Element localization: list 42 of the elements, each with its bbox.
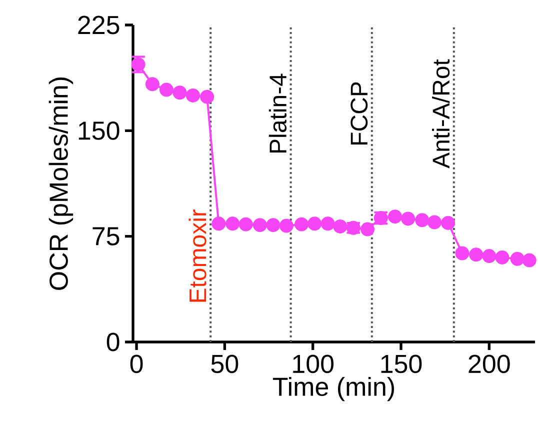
point xyxy=(510,252,524,266)
point xyxy=(522,253,536,268)
point xyxy=(308,216,322,231)
y-tick-label: 0 xyxy=(106,332,120,352)
point xyxy=(200,90,214,104)
point xyxy=(294,217,309,232)
point xyxy=(360,222,375,236)
point xyxy=(441,216,456,230)
point xyxy=(279,218,294,233)
point xyxy=(469,248,484,262)
y-axis-title: OCR (pMoles/min) xyxy=(48,78,74,290)
ref-line-label: Platin-4 xyxy=(268,74,287,152)
point xyxy=(482,249,496,264)
point xyxy=(226,216,240,231)
point xyxy=(145,77,160,92)
x-tick-label: 100 xyxy=(293,354,334,374)
x-tick-label: 200 xyxy=(468,354,510,374)
ref-line-label: FCCP xyxy=(350,82,368,144)
ref-line-label: Anti-A/Rot xyxy=(432,59,450,168)
point xyxy=(238,217,253,232)
point xyxy=(415,213,430,228)
point xyxy=(455,246,470,260)
point xyxy=(212,216,226,231)
point xyxy=(428,215,442,230)
point xyxy=(160,82,174,97)
x-tick-label: 150 xyxy=(381,354,422,374)
y-tick-label: 150 xyxy=(78,121,120,140)
x-tick-label: 0 xyxy=(130,354,143,374)
point xyxy=(172,86,187,100)
x-tick-label: 50 xyxy=(211,354,238,374)
point xyxy=(266,218,280,232)
point xyxy=(388,210,402,224)
point xyxy=(252,218,267,232)
ref-line-label: Etomoxir xyxy=(188,209,206,302)
point xyxy=(320,216,335,231)
point xyxy=(186,88,200,102)
y-tick-label: 75 xyxy=(92,227,120,246)
point xyxy=(495,250,510,264)
x-axis-title: Time (min) xyxy=(272,376,394,402)
point xyxy=(401,212,416,226)
y-tick-label: 225 xyxy=(78,16,120,34)
point xyxy=(333,219,348,234)
